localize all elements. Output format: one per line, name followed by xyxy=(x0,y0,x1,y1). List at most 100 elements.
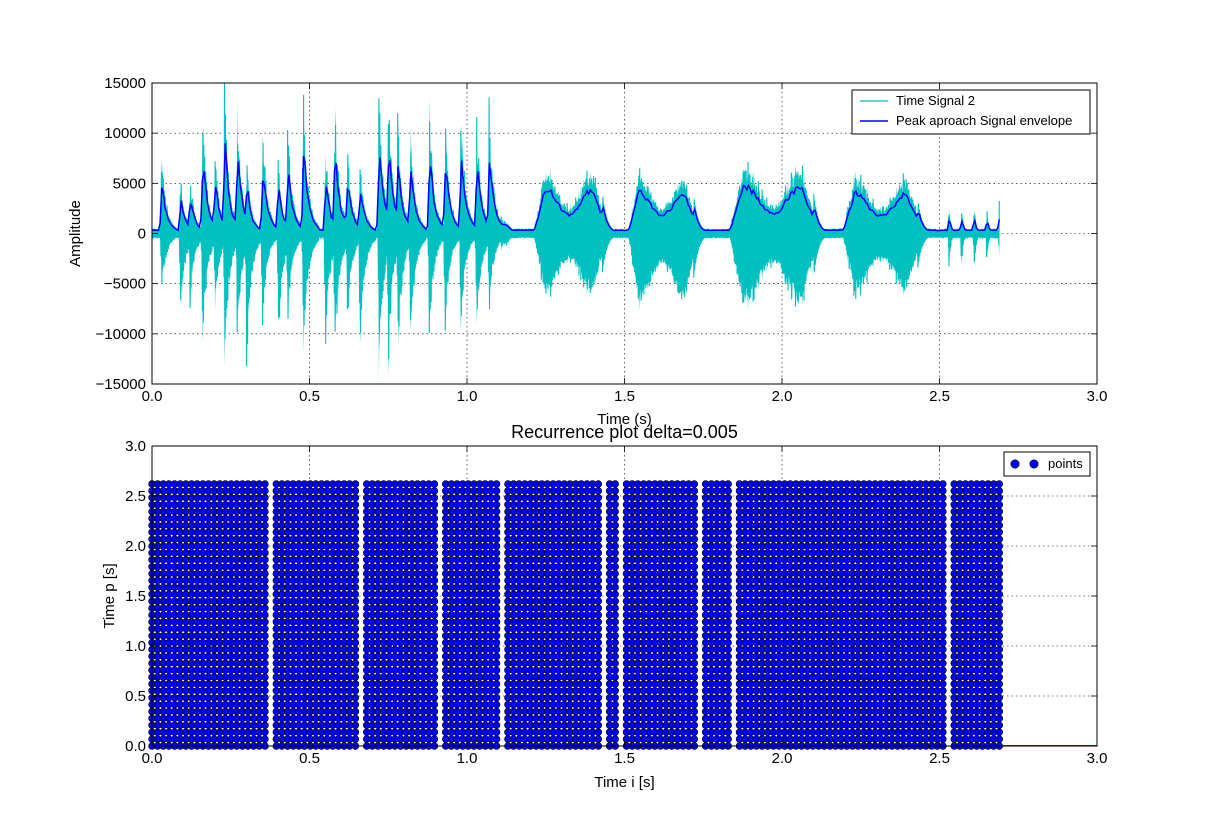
recurrence-row xyxy=(148,625,1003,633)
recurrence-point xyxy=(351,625,360,633)
recurrence-point xyxy=(492,659,501,667)
recurrence-row xyxy=(148,611,1003,619)
recurrence-point xyxy=(351,735,360,743)
recurrence-point xyxy=(351,638,360,647)
recurrence-point xyxy=(492,625,501,633)
recurrence-point xyxy=(690,521,698,530)
recurrence-point xyxy=(594,645,602,654)
recurrence-row xyxy=(148,735,1003,743)
recurrence-point xyxy=(492,528,501,536)
recurrence-point xyxy=(690,611,698,619)
recurrence-point xyxy=(430,556,439,564)
signal-y-tick-label: 15000 xyxy=(104,75,146,92)
recurrence-point xyxy=(939,638,947,647)
recurrence-point xyxy=(261,638,269,647)
recurrence-point xyxy=(261,700,269,709)
recurrence-point xyxy=(430,659,439,667)
signal-x-axis-label: Time (s) xyxy=(597,411,651,428)
recurrence-point xyxy=(492,556,501,564)
signal-legend-box xyxy=(851,89,1091,135)
recurrence-point xyxy=(690,604,698,612)
recurrence-point xyxy=(724,693,732,702)
recurrence-point xyxy=(430,507,439,516)
recurrence-point xyxy=(351,645,360,654)
recurrence-point xyxy=(690,735,698,743)
recurrence-point xyxy=(939,680,947,688)
recurrence-point xyxy=(351,562,360,571)
recurrence-point xyxy=(492,707,501,716)
recurrence-point xyxy=(492,735,501,743)
legend-label-envelope: Peak aproach Signal envelope xyxy=(896,113,1072,128)
recurrence-point xyxy=(724,618,732,626)
recurrence-point xyxy=(611,721,619,729)
recurrence-row xyxy=(148,604,1003,612)
recurrence-point xyxy=(351,714,360,723)
recurrence-point xyxy=(261,507,269,516)
recurrence-point xyxy=(939,659,947,667)
recurrence-point xyxy=(724,721,732,729)
recurrence-point xyxy=(995,680,1003,688)
signal-y-axis-label: Amplitude xyxy=(67,200,84,267)
recurrence-point xyxy=(611,569,619,578)
signal-x-tick-label: 2.5 xyxy=(929,388,950,405)
recurrence-point xyxy=(939,542,947,550)
recurrence-point xyxy=(430,645,439,654)
recurrence-point xyxy=(611,693,619,702)
recurrence-point xyxy=(594,631,602,640)
recurrence-point xyxy=(611,618,619,626)
recurrence-point xyxy=(939,618,947,626)
recurrence-point xyxy=(594,521,602,530)
recurrence-point xyxy=(724,714,732,723)
recurrence-point xyxy=(995,707,1003,716)
recurrence-point xyxy=(351,728,360,736)
recurrence-point xyxy=(430,514,439,523)
recurrence-point xyxy=(261,611,269,619)
recurrence-point xyxy=(690,728,698,736)
recurrence-row xyxy=(148,521,1003,530)
recurrence-point xyxy=(351,590,360,598)
recurrence-point xyxy=(724,569,732,578)
recurrence-point xyxy=(939,687,947,695)
recurrence-point xyxy=(995,645,1003,654)
recurrence-row xyxy=(148,562,1003,571)
recurrence-point xyxy=(724,707,732,716)
recurrence-point xyxy=(690,673,698,681)
recurrence-point xyxy=(261,652,269,661)
recurrence-row xyxy=(148,666,1003,674)
recurrence-row xyxy=(148,542,1003,550)
recurrence-point xyxy=(594,728,602,736)
time-signal-fill xyxy=(152,83,1000,382)
recurrence-point xyxy=(261,521,269,530)
recurrence-point xyxy=(939,535,947,543)
recurrence-point xyxy=(594,569,602,578)
recurrence-point xyxy=(611,528,619,536)
recurrence-point xyxy=(430,611,439,619)
recurrence-point xyxy=(724,590,732,598)
recurrence-row xyxy=(148,569,1003,578)
recurrence-point xyxy=(690,535,698,543)
recurrence-point xyxy=(430,735,439,743)
recurrence-point xyxy=(611,687,619,695)
signal-x-tick-label: 3.0 xyxy=(1087,388,1108,405)
recurrence-point xyxy=(690,590,698,598)
recurrence-point xyxy=(611,521,619,530)
recurrence-point xyxy=(261,583,269,592)
recurrence-point xyxy=(995,631,1003,640)
recurrence-point xyxy=(430,535,439,543)
recurrence-point xyxy=(611,514,619,523)
recurrence-point xyxy=(492,693,501,702)
recurrence-point xyxy=(351,507,360,516)
recurrence-point xyxy=(492,638,501,647)
recurrence-point xyxy=(690,542,698,550)
recurrence-point xyxy=(611,597,619,605)
recurrence-point xyxy=(939,631,947,640)
recurrence-point xyxy=(724,514,732,523)
recurrence-row xyxy=(148,631,1003,640)
recurrence-point xyxy=(261,673,269,681)
recurrence-point xyxy=(492,721,501,729)
recurrence-point xyxy=(351,680,360,688)
recurrence-point xyxy=(611,714,619,723)
recurrence-point xyxy=(430,680,439,688)
recurrence-point xyxy=(939,611,947,619)
recurrence-point xyxy=(939,666,947,674)
